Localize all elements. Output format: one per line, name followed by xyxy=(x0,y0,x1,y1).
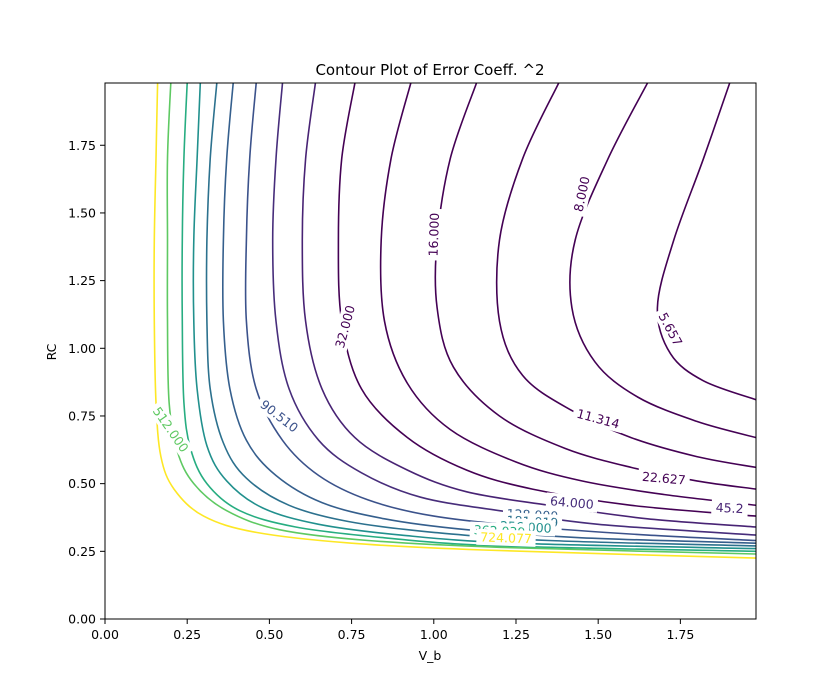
contour-label-4: 22.627 xyxy=(641,469,686,488)
contour-label-bg-6 xyxy=(711,499,749,517)
contour-label-bg-14 xyxy=(476,528,536,547)
y-tick-label-1: 0.25 xyxy=(68,544,96,559)
contour-label-1: 8.000 xyxy=(571,175,593,213)
contour-label-2: 11.314 xyxy=(575,406,621,432)
x-axis-ticks: 0.00 0.25 0.50 0.75 1.00 1.25 1.50 1.75 xyxy=(91,619,694,642)
contour-label-13: 512.000 xyxy=(150,404,192,455)
y-axis-label: RC xyxy=(44,343,59,360)
contour-label-5: 32.000 xyxy=(332,303,358,349)
contour-line-14 xyxy=(153,83,756,559)
contour-line-13 xyxy=(166,83,756,555)
y-tick-label-7: 1.75 xyxy=(68,138,96,153)
x-tick-label-5: 1.25 xyxy=(502,627,530,642)
y-tick-label-4: 1.00 xyxy=(68,341,96,356)
contour-label-bg-13 xyxy=(147,400,195,459)
y-tick-label-2: 0.50 xyxy=(68,476,96,491)
contour-line-5 xyxy=(337,83,756,517)
contour-label-bg-3 xyxy=(424,208,443,261)
contour-line-0 xyxy=(656,83,756,401)
contour-label-3: 16.000 xyxy=(426,212,443,256)
chart-title: Contour Plot of Error Coeff. ^2 xyxy=(315,61,544,79)
contour-line-6 xyxy=(301,83,756,528)
contour-line-1 xyxy=(569,83,756,439)
y-tick-label-3: 0.75 xyxy=(68,408,96,423)
contour-label-bg-5 xyxy=(330,299,360,354)
x-tick-label-0: 0.00 xyxy=(91,627,119,642)
contour-line-12 xyxy=(181,83,756,553)
x-tick-label-1: 0.25 xyxy=(173,627,201,642)
x-axis-label: V_b xyxy=(419,648,442,663)
contour-line-4 xyxy=(379,83,756,507)
x-tick-label-7: 1.75 xyxy=(666,627,694,642)
contour-label-bg-2 xyxy=(571,404,626,434)
plot-frame xyxy=(104,82,757,620)
contour-line-2 xyxy=(495,83,756,469)
contour-label-bg-0 xyxy=(653,306,688,353)
x-tick-label-3: 0.75 xyxy=(338,627,366,642)
y-tick-label-6: 1.50 xyxy=(68,205,96,220)
contour-label-6: 45.2 xyxy=(715,500,744,516)
contour-label-bg-7 xyxy=(545,492,599,513)
contour-line-8 xyxy=(244,83,756,542)
contour-label-bg-1 xyxy=(569,170,595,218)
contour-label-bg-4 xyxy=(637,467,691,489)
y-axis-ticks: 0.00 0.25 0.50 0.75 1.00 1.25 1.50 1.75 xyxy=(68,138,105,627)
contour-label-14: 724.077 xyxy=(480,529,532,546)
y-tick-label-0: 0.00 xyxy=(68,612,96,627)
x-tick-label-6: 1.50 xyxy=(584,627,612,642)
contour-lines xyxy=(153,83,756,559)
x-tick-label-2: 0.50 xyxy=(255,627,283,642)
y-tick-label-5: 1.25 xyxy=(68,273,96,288)
contour-label-bg-8 xyxy=(254,393,305,439)
contour-label-7: 64.000 xyxy=(549,493,594,512)
x-tick-label-4: 1.00 xyxy=(420,627,448,642)
